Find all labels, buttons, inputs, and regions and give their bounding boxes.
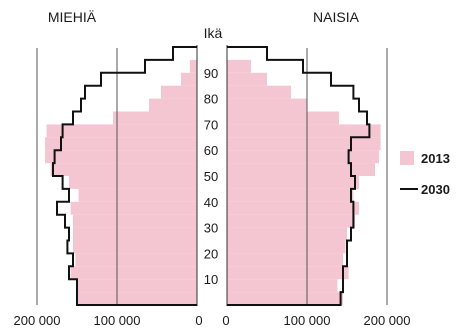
x-tick-women-1: 100 000 (284, 313, 331, 328)
bar-2013-men-35 (70, 201, 197, 215)
age-tick-30: 30 (204, 221, 218, 236)
series-2030-outline (52, 46, 371, 306)
bar-2013-men-75 (149, 98, 197, 112)
legend-swatch-2013 (400, 151, 414, 165)
bar-2013-women-60 (227, 137, 381, 151)
line-2030-women (227, 46, 371, 306)
age-tick-40: 40 (204, 195, 218, 210)
x-tick-women-2: 200 000 (364, 313, 411, 328)
bar-2013-men-20 (73, 240, 197, 254)
age-tick-20: 20 (204, 246, 218, 261)
bar-2013-women-85 (227, 72, 267, 86)
age-tick-90: 90 (204, 66, 218, 81)
women-title: NAISIA (313, 9, 360, 25)
bar-2013-women-20 (227, 240, 346, 254)
bar-2013-men-90 (189, 59, 197, 73)
bar-2013-men-15 (75, 253, 197, 267)
bar-2013-women-40 (227, 188, 354, 202)
x-tick-men-1: 100 000 (94, 313, 141, 328)
age-tick-60: 60 (204, 143, 218, 158)
x-tick-women-0: 0 (222, 313, 229, 328)
bar-2013-women-45 (227, 176, 359, 189)
age-tick-50: 50 (204, 169, 218, 184)
bar-2013-men-50 (50, 163, 197, 176)
age-tick-labels: 10 20 30 40 50 60 70 80 90 (204, 66, 218, 287)
bar-2013-women-10 (227, 266, 349, 280)
bar-2013-men-40 (78, 188, 197, 202)
bar-2013-men-45 (69, 176, 197, 189)
series-2013-bars (45, 59, 381, 305)
age-tick-80: 80 (204, 92, 218, 107)
bar-2013-men-0 (76, 292, 197, 305)
bar-2013-men-80 (161, 85, 197, 99)
bar-2013-women-5 (227, 279, 338, 293)
bar-2013-women-25 (227, 227, 347, 241)
bar-2013-women-50 (227, 163, 375, 176)
age-tick-70: 70 (204, 117, 218, 132)
legend-label-2013: 2013 (421, 151, 450, 166)
bar-2013-women-35 (227, 201, 359, 215)
bar-2013-women-75 (227, 98, 307, 112)
x-tick-men-0: 200 000 (14, 313, 61, 328)
bar-2013-men-85 (181, 72, 197, 86)
gridlines (36, 45, 388, 306)
bar-2013-men-30 (73, 214, 197, 228)
legend-label-2030: 2030 (421, 182, 450, 197)
bar-2013-men-5 (77, 279, 197, 293)
bar-2013-men-10 (70, 266, 197, 280)
x-tick-labels: 200 000 100 000 0 0 100 000 200 000 (14, 313, 411, 328)
bar-2013-women-55 (227, 150, 379, 164)
line-2030-men (52, 46, 197, 306)
bar-2013-men-25 (73, 227, 197, 241)
bar-2013-men-60 (45, 137, 197, 151)
men-title: MIEHIÄ (48, 9, 97, 25)
bar-2013-women-30 (227, 214, 355, 228)
bar-2013-women-0 (227, 292, 343, 305)
x-tick-men-2: 0 (195, 313, 202, 328)
age-axis-label: Ikä (204, 25, 223, 41)
bar-2013-women-80 (227, 85, 291, 99)
bar-2013-men-55 (45, 150, 197, 164)
bar-2013-women-90 (227, 59, 251, 73)
legend: 2013 2030 (400, 151, 450, 197)
bar-2013-men-70 (113, 111, 197, 125)
bar-2013-men-65 (46, 124, 197, 138)
bar-2013-women-15 (227, 253, 343, 267)
bar-2013-women-70 (227, 111, 339, 125)
bar-2013-women-65 (227, 124, 381, 138)
age-tick-10: 10 (204, 272, 218, 287)
